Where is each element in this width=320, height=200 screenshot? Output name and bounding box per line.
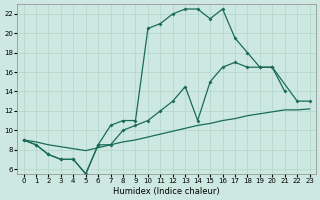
X-axis label: Humidex (Indice chaleur): Humidex (Indice chaleur): [113, 187, 220, 196]
